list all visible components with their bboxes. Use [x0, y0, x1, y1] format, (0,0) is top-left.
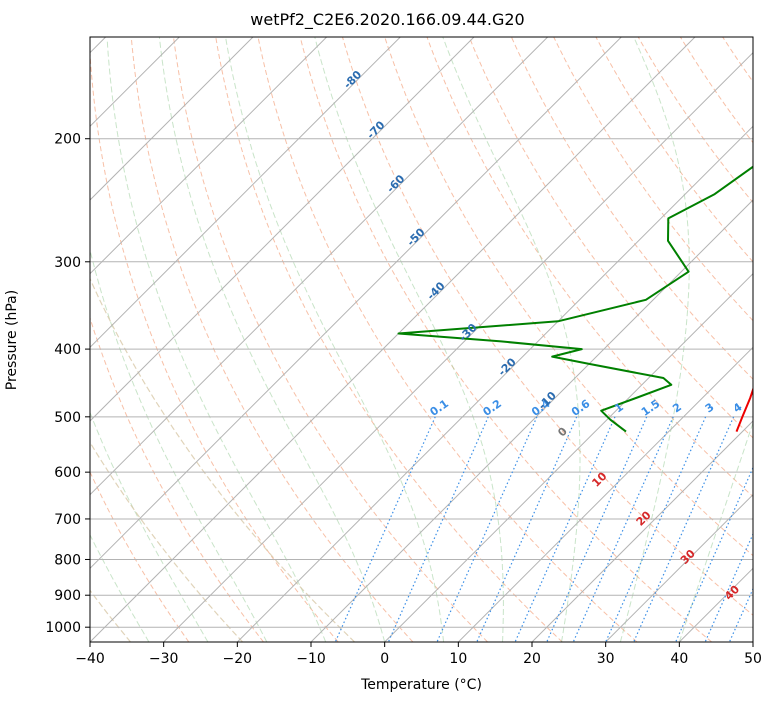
- dry-adiabat-line: [242, 0, 637, 642]
- mixing-ratio-label: 3: [703, 400, 717, 415]
- dry-adiabat-line: [280, 0, 712, 642]
- isotherm-line: [679, 0, 775, 642]
- isotherm-line: [0, 0, 362, 642]
- y-tick-label: 900: [54, 588, 81, 604]
- y-axis-label: Pressure (hPa): [4, 290, 20, 390]
- temperature-profile-line: [737, 0, 775, 432]
- isotherm-line: [90, 0, 775, 642]
- x-tick-label: −40: [75, 651, 105, 667]
- x-tick-label: 10: [449, 651, 467, 667]
- mixing-ratio-line: [729, 417, 775, 642]
- line-labels: 0.10.20.40.611.52346810131620253036-100-…: [290, 0, 775, 603]
- dry-adiabat-line: [88, 0, 338, 642]
- x-tick-label: 30: [597, 651, 615, 667]
- dry-adiabat-line: [547, 0, 775, 642]
- isotherm-line: [385, 0, 775, 642]
- moist-adiabat-line: [25, 118, 208, 643]
- moist-adiabat-label: 40: [722, 582, 742, 602]
- isotherm-line: [237, 0, 775, 642]
- dry-adiabat-line: [700, 0, 775, 642]
- chart-title: wetPf2_C2E6.2020.166.09.44.G20: [0, 10, 775, 29]
- y-tick-label: 600: [54, 465, 81, 481]
- x-tick-label: 0: [380, 651, 389, 667]
- isotherm-line: [0, 0, 583, 642]
- isotherm-line: [0, 0, 509, 642]
- y-tick-label: 800: [54, 552, 81, 568]
- y-tick-label: 200: [54, 132, 81, 148]
- dry-adiabat-label: -70: [364, 118, 387, 141]
- mixing-ratio-label: 1.5: [639, 397, 662, 419]
- dry-adiabat-line: [204, 0, 562, 642]
- moist-adiabat-line: [294, 0, 504, 642]
- mixing-ratio-lines: [335, 417, 775, 642]
- moist-adiabat-line: [107, 39, 326, 642]
- mixing-ratio-line: [705, 417, 775, 642]
- x-tick-label: −10: [296, 651, 326, 667]
- dry-adiabat-label: -50: [404, 225, 427, 248]
- x-tick-label: 40: [670, 651, 688, 667]
- isotherm-line: [0, 0, 214, 642]
- mixing-ratio-label: 2: [670, 400, 684, 415]
- moist-adiabat-label: 30: [678, 547, 698, 567]
- y-tick-label: 700: [54, 512, 81, 528]
- reference-arc-line: [0, 0, 243, 642]
- dry-adiabat-line: [128, 0, 413, 642]
- mixing-ratio-line: [758, 417, 775, 642]
- x-tick-label: −20: [223, 651, 253, 667]
- grid-lines: [0, 0, 775, 642]
- mixing-ratio-label: 4: [731, 400, 745, 415]
- dry-adiabat-line: [738, 0, 775, 642]
- mixing-ratio-line: [573, 417, 673, 642]
- isotherm-line: [0, 0, 288, 642]
- mixing-ratio-label: 0.2: [481, 397, 504, 419]
- x-tick-label: 20: [523, 651, 541, 667]
- x-tick-label: 50: [744, 651, 762, 667]
- isotherm-line: [532, 0, 775, 642]
- dry-adiabat-line: [318, 0, 775, 642]
- dry-adiabat-label: -20: [496, 355, 519, 378]
- y-tick-label: 400: [54, 342, 81, 358]
- dry-adiabat-label: -60: [384, 172, 407, 195]
- dry-adiabat-label: -30: [456, 321, 479, 344]
- isotherm-line: [753, 0, 775, 642]
- dry-adiabat-label: -80: [341, 68, 364, 91]
- isotherm-line: [0, 0, 435, 642]
- dry-adiabat-line: [623, 0, 775, 642]
- moist-adiabat-label: 20: [634, 508, 654, 528]
- y-tick-label: 1000: [45, 620, 81, 636]
- y-tick-label: 300: [54, 255, 81, 271]
- moist-adiabat-line: [214, 0, 444, 642]
- dry-adiabat-line: [47, 0, 264, 642]
- dry-adiabat-line: [471, 0, 775, 642]
- mixing-ratio-label: 0.1: [428, 397, 451, 419]
- isotherm-line: [458, 0, 775, 642]
- dry-adiabat-label: -40: [424, 279, 447, 302]
- moist-adiabat-line: [65, 78, 267, 642]
- moist-adiabat-line: [679, 0, 775, 642]
- mixing-ratio-line: [388, 417, 488, 642]
- x-tick-label: −30: [149, 651, 179, 667]
- x-axis-label: Temperature (°C): [0, 677, 775, 693]
- isotherm-line: [16, 0, 730, 642]
- moist-adiabat-line: [0, 157, 149, 642]
- y-tick-label: 500: [54, 410, 81, 426]
- isotherm-line: [606, 0, 775, 642]
- reference-arc-line: [8, 0, 355, 642]
- dry-adiabat-line: [585, 0, 775, 642]
- mixing-ratio-label: 0.6: [569, 397, 593, 419]
